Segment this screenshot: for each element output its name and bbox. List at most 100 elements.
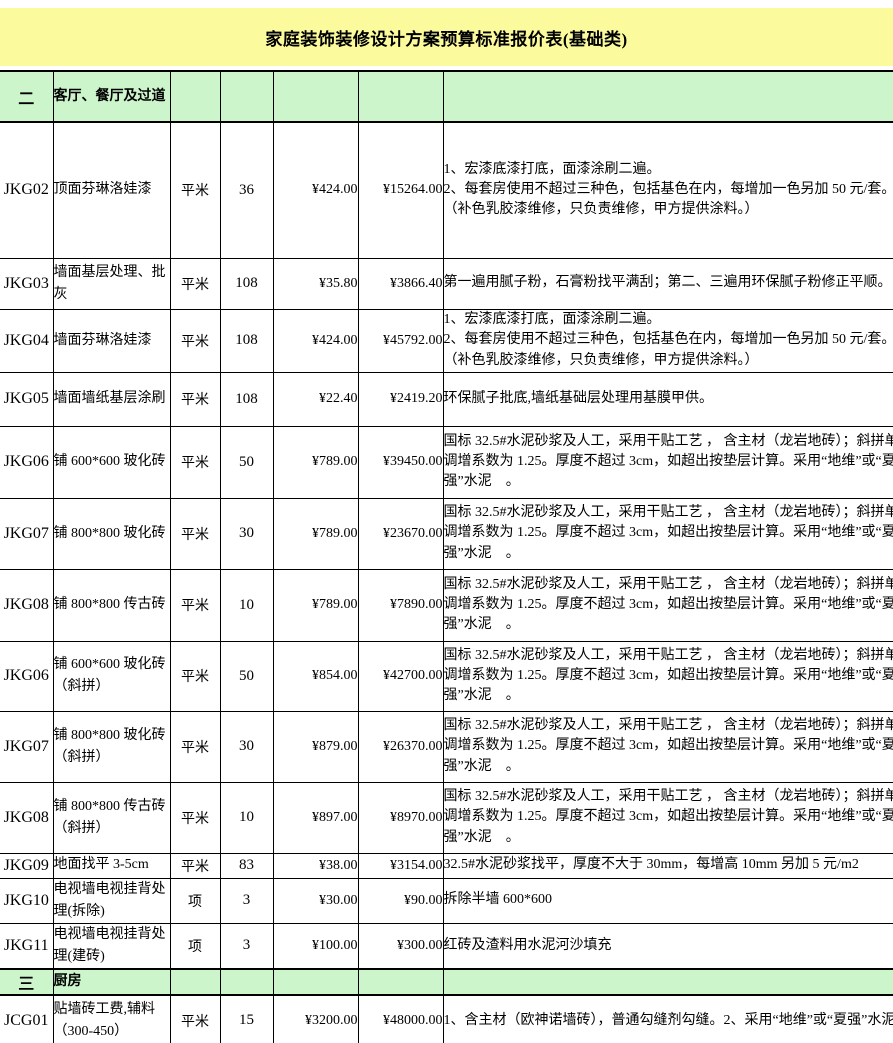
item-total: ¥48000.00 [357, 994, 444, 1043]
item-unit-price: ¥424.00 [272, 121, 359, 259]
table-row: JKG09 地面找平 3-5cm 平米 83 ¥38.00 ¥3154.00 3… [0, 852, 893, 879]
item-qty: 83 [219, 852, 274, 879]
empty-cell [169, 968, 221, 996]
item-code: JKG07 [0, 497, 54, 570]
table-row: JKG02 顶面芬琳洛娃漆 平米 36 ¥424.00 ¥15264.00 1、… [0, 121, 893, 259]
item-qty: 36 [219, 121, 274, 259]
item-unit: 平米 [169, 640, 221, 712]
item-unit: 平米 [169, 257, 221, 310]
item-unit: 平米 [169, 308, 221, 373]
empty-cell [219, 70, 274, 123]
item-total: ¥45792.00 [357, 308, 444, 373]
empty-cell [442, 968, 893, 996]
item-unit-price: ¥789.00 [272, 425, 359, 499]
item-description: 国标 32.5#水泥砂浆及人工，采用干贴工艺 ， 含主材（龙岩地砖）；斜拼单价调… [442, 568, 893, 642]
section-row-living: 二 客厅、餐厅及过道 [0, 70, 893, 123]
item-unit: 平米 [169, 121, 221, 259]
item-name: 墙面墙纸基层涂刷 [52, 371, 171, 427]
price-table: 二 客厅、餐厅及过道 JKG02 顶面芬琳洛娃漆 平米 36 ¥424.00 ¥… [0, 70, 893, 1043]
section-number: 三 [0, 968, 54, 996]
item-description: 国标 32.5#水泥砂浆及人工，采用干贴工艺 ， 含主材（龙岩地砖）；斜拼单价调… [442, 497, 893, 570]
item-qty: 108 [219, 308, 274, 373]
item-total: ¥7890.00 [357, 568, 444, 642]
item-code: JKG06 [0, 425, 54, 499]
item-name: 顶面芬琳洛娃漆 [52, 121, 171, 259]
item-unit: 平米 [169, 710, 221, 783]
item-code: JKG08 [0, 781, 54, 854]
item-qty: 50 [219, 640, 274, 712]
item-name: 墙面芬琳洛娃漆 [52, 308, 171, 373]
item-unit-price: ¥854.00 [272, 640, 359, 712]
table-row: JKG11 电视墙电视挂背处理(建砖) 项 3 ¥100.00 ¥300.00 … [0, 922, 893, 970]
item-unit-price: ¥789.00 [272, 568, 359, 642]
item-unit: 平米 [169, 994, 221, 1043]
table-row: JKG05 墙面墙纸基层涂刷 平米 108 ¥22.40 ¥2419.20 环保… [0, 371, 893, 427]
item-code: JKG11 [0, 922, 54, 970]
table-row: JKG04 墙面芬琳洛娃漆 平米 108 ¥424.00 ¥45792.00 1… [0, 308, 893, 373]
table-row: JKG03 墙面基层处理、批灰 平米 108 ¥35.80 ¥3866.40 第… [0, 257, 893, 310]
item-name: 墙面基层处理、批灰 [52, 257, 171, 310]
item-qty: 30 [219, 497, 274, 570]
item-qty: 3 [219, 877, 274, 924]
section-row-kitchen: 三 厨房 [0, 968, 893, 996]
item-unit-price: ¥30.00 [272, 877, 359, 924]
item-total: ¥3154.00 [357, 852, 444, 879]
table-row: JKG08 铺 800*800 传古砖 平米 10 ¥789.00 ¥7890.… [0, 568, 893, 642]
item-name: 铺 600*600 玻化砖 [52, 425, 171, 499]
item-unit-price: ¥38.00 [272, 852, 359, 879]
table-row: JKG06 铺 600*600 玻化砖 平米 50 ¥789.00 ¥39450… [0, 425, 893, 499]
item-name: 铺 600*600 玻化砖（斜拼） [52, 640, 171, 712]
item-unit-price: ¥100.00 [272, 922, 359, 970]
item-qty: 30 [219, 710, 274, 783]
item-name: 铺 800*800 传古砖 [52, 568, 171, 642]
item-unit-price: ¥879.00 [272, 710, 359, 783]
item-total: ¥39450.00 [357, 425, 444, 499]
item-total: ¥26370.00 [357, 710, 444, 783]
table-row: JKG10 电视墙电视挂背处理(拆除) 项 3 ¥30.00 ¥90.00 拆除… [0, 877, 893, 924]
item-unit: 项 [169, 877, 221, 924]
item-unit-price: ¥424.00 [272, 308, 359, 373]
item-total: ¥300.00 [357, 922, 444, 970]
empty-cell [272, 70, 359, 123]
title-bar: 家庭装饰装修设计方案预算标准报价表(基础类) [0, 8, 893, 66]
item-qty: 108 [219, 257, 274, 310]
item-name: 贴墙砖工费,辅料（300-450） [52, 994, 171, 1043]
item-name: 铺 800*800 传古砖（斜拼） [52, 781, 171, 854]
item-description: 红砖及渣料用水泥河沙填充 [442, 922, 893, 970]
item-qty: 3 [219, 922, 274, 970]
item-code: JKG07 [0, 710, 54, 783]
item-total: ¥15264.00 [357, 121, 444, 259]
item-code: JKG02 [0, 121, 54, 259]
item-code: JKG03 [0, 257, 54, 310]
item-code: JKG05 [0, 371, 54, 427]
item-name: 铺 800*800 玻化砖（斜拼） [52, 710, 171, 783]
item-name: 地面找平 3-5cm [52, 852, 171, 879]
item-code: JKG08 [0, 568, 54, 642]
top-margin [0, 0, 893, 8]
item-unit-price: ¥3200.00 [272, 994, 359, 1043]
table-row: JKG06 铺 600*600 玻化砖（斜拼） 平米 50 ¥854.00 ¥4… [0, 640, 893, 712]
item-total: ¥8970.00 [357, 781, 444, 854]
item-name: 电视墙电视挂背处理(建砖) [52, 922, 171, 970]
item-description: 国标 32.5#水泥砂浆及人工，采用干贴工艺 ， 含主材（龙岩地砖）；斜拼单价调… [442, 425, 893, 499]
item-description: 1、宏漆底漆打底，面漆涂刷二遍。 2、每套房使用不超过三种色，包括基色在内，每增… [442, 121, 893, 259]
empty-cell [357, 70, 444, 123]
table-row: JKG07 铺 800*800 玻化砖 平米 30 ¥789.00 ¥23670… [0, 497, 893, 570]
item-name: 电视墙电视挂背处理(拆除) [52, 877, 171, 924]
table-row: JKG07 铺 800*800 玻化砖（斜拼） 平米 30 ¥879.00 ¥2… [0, 710, 893, 783]
item-qty: 50 [219, 425, 274, 499]
item-unit-price: ¥897.00 [272, 781, 359, 854]
item-total: ¥42700.00 [357, 640, 444, 712]
item-qty: 108 [219, 371, 274, 427]
item-total: ¥23670.00 [357, 497, 444, 570]
item-unit: 平米 [169, 781, 221, 854]
item-unit: 项 [169, 922, 221, 970]
section-name: 客厅、餐厅及过道 [52, 70, 171, 123]
item-unit: 平米 [169, 497, 221, 570]
item-total: ¥3866.40 [357, 257, 444, 310]
item-qty: 10 [219, 781, 274, 854]
item-total: ¥90.00 [357, 877, 444, 924]
empty-cell [219, 968, 274, 996]
item-name: 铺 800*800 玻化砖 [52, 497, 171, 570]
